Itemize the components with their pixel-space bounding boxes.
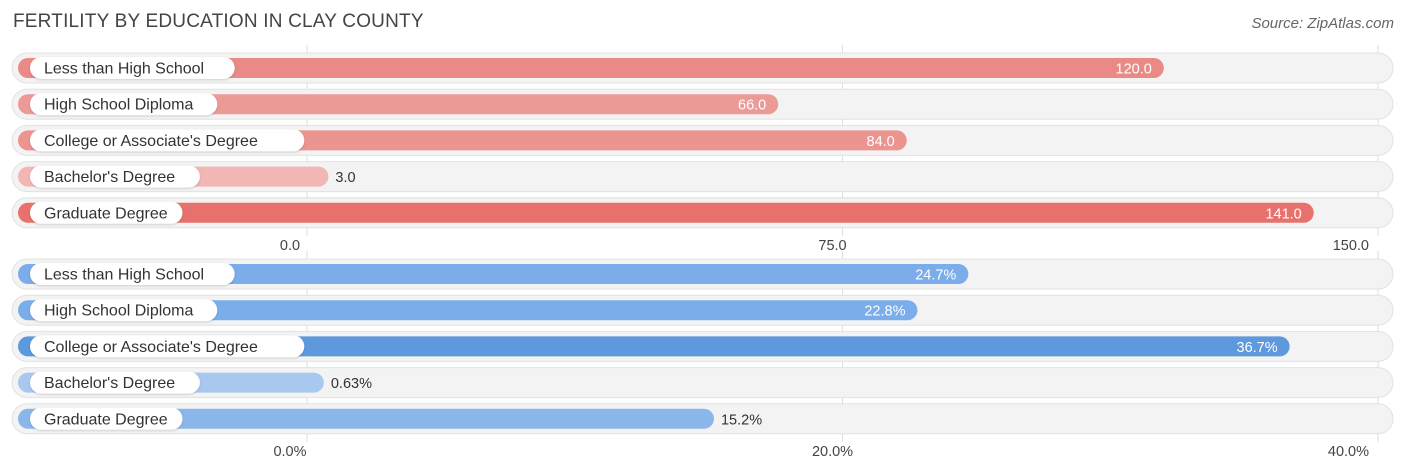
- row-track-percent-bachelor-s-degree: [11, 367, 1394, 399]
- bar-percent-high-school-diploma: [18, 300, 918, 321]
- row-track-fertility-bachelor-s-degree: [11, 161, 1394, 193]
- value-label-fertility-less-than-high-school: 120.0: [1116, 62, 1152, 78]
- category-label-fertility-college-or-associate-s-degree: College or Associate's Degree: [44, 133, 258, 150]
- category-label-percent-graduate-degree: Graduate Degree: [44, 411, 168, 428]
- category-label-percent-high-school-diploma: High School Diploma: [44, 303, 194, 320]
- bar-fertility-less-than-high-school: [18, 58, 1164, 78]
- label-pill-fertility-less-than-high-school: [30, 57, 235, 79]
- label-pill-percent-high-school-diploma: [30, 299, 218, 322]
- tick-label-fertility-2: 150.0: [1333, 238, 1369, 254]
- value-label-fertility-graduate-degree: 141.0: [1265, 206, 1301, 222]
- label-pill-fertility-bachelor-s-degree: [30, 165, 200, 188]
- category-label-fertility-high-school-diploma: High School Diploma: [44, 97, 194, 114]
- value-label-percent-high-school-diploma: 22.8%: [864, 304, 905, 320]
- category-label-fertility-graduate-degree: Graduate Degree: [44, 205, 168, 222]
- label-pill-percent-less-than-high-school: [30, 263, 235, 285]
- label-pill-percent-bachelor-s-degree: [30, 371, 200, 394]
- tick-label-percent-1: 20.0%: [812, 444, 853, 460]
- value-label-fertility-college-or-associate-s-degree: 84.0: [867, 134, 895, 150]
- value-label-percent-less-than-high-school: 24.7%: [915, 268, 956, 284]
- bar-percent-college-or-associate-s-degree: [18, 336, 1290, 357]
- value-label-fertility-high-school-diploma: 66.0: [738, 98, 766, 114]
- category-label-fertility-bachelor-s-degree: Bachelor's Degree: [44, 169, 175, 186]
- tick-label-percent-0: 0.0%: [273, 444, 306, 460]
- label-pill-fertility-high-school-diploma: [30, 93, 218, 116]
- label-pill-percent-college-or-associate-s-degree: [30, 335, 305, 358]
- label-pill-fertility-graduate-degree: [30, 201, 183, 224]
- category-label-percent-bachelor-s-degree: Bachelor's Degree: [44, 375, 175, 392]
- chart-title: FERTILITY BY EDUCATION IN CLAY COUNTY: [13, 11, 424, 32]
- category-label-percent-less-than-high-school: Less than High School: [44, 267, 204, 284]
- tick-label-fertility-0: 0.0: [280, 238, 300, 254]
- value-label-percent-college-or-associate-s-degree: 36.7%: [1237, 340, 1278, 356]
- tick-label-percent-2: 40.0%: [1328, 444, 1369, 460]
- category-label-percent-college-or-associate-s-degree: College or Associate's Degree: [44, 339, 258, 356]
- value-label-fertility-bachelor-s-degree: 3.0: [335, 170, 355, 186]
- bar-percent-graduate-degree: [18, 408, 714, 429]
- bar-percent-less-than-high-school: [18, 264, 969, 284]
- value-label-percent-graduate-degree: 15.2%: [721, 412, 762, 428]
- label-pill-percent-graduate-degree: [30, 407, 183, 430]
- value-label-percent-bachelor-s-degree: 0.63%: [331, 376, 372, 392]
- source-credit: Source: ZipAtlas.com: [1251, 15, 1394, 32]
- bar-fertility-graduate-degree: [18, 202, 1314, 223]
- category-label-fertility-less-than-high-school: Less than High School: [44, 61, 204, 78]
- label-pill-fertility-college-or-associate-s-degree: [30, 129, 305, 152]
- tick-label-fertility-1: 75.0: [818, 238, 846, 254]
